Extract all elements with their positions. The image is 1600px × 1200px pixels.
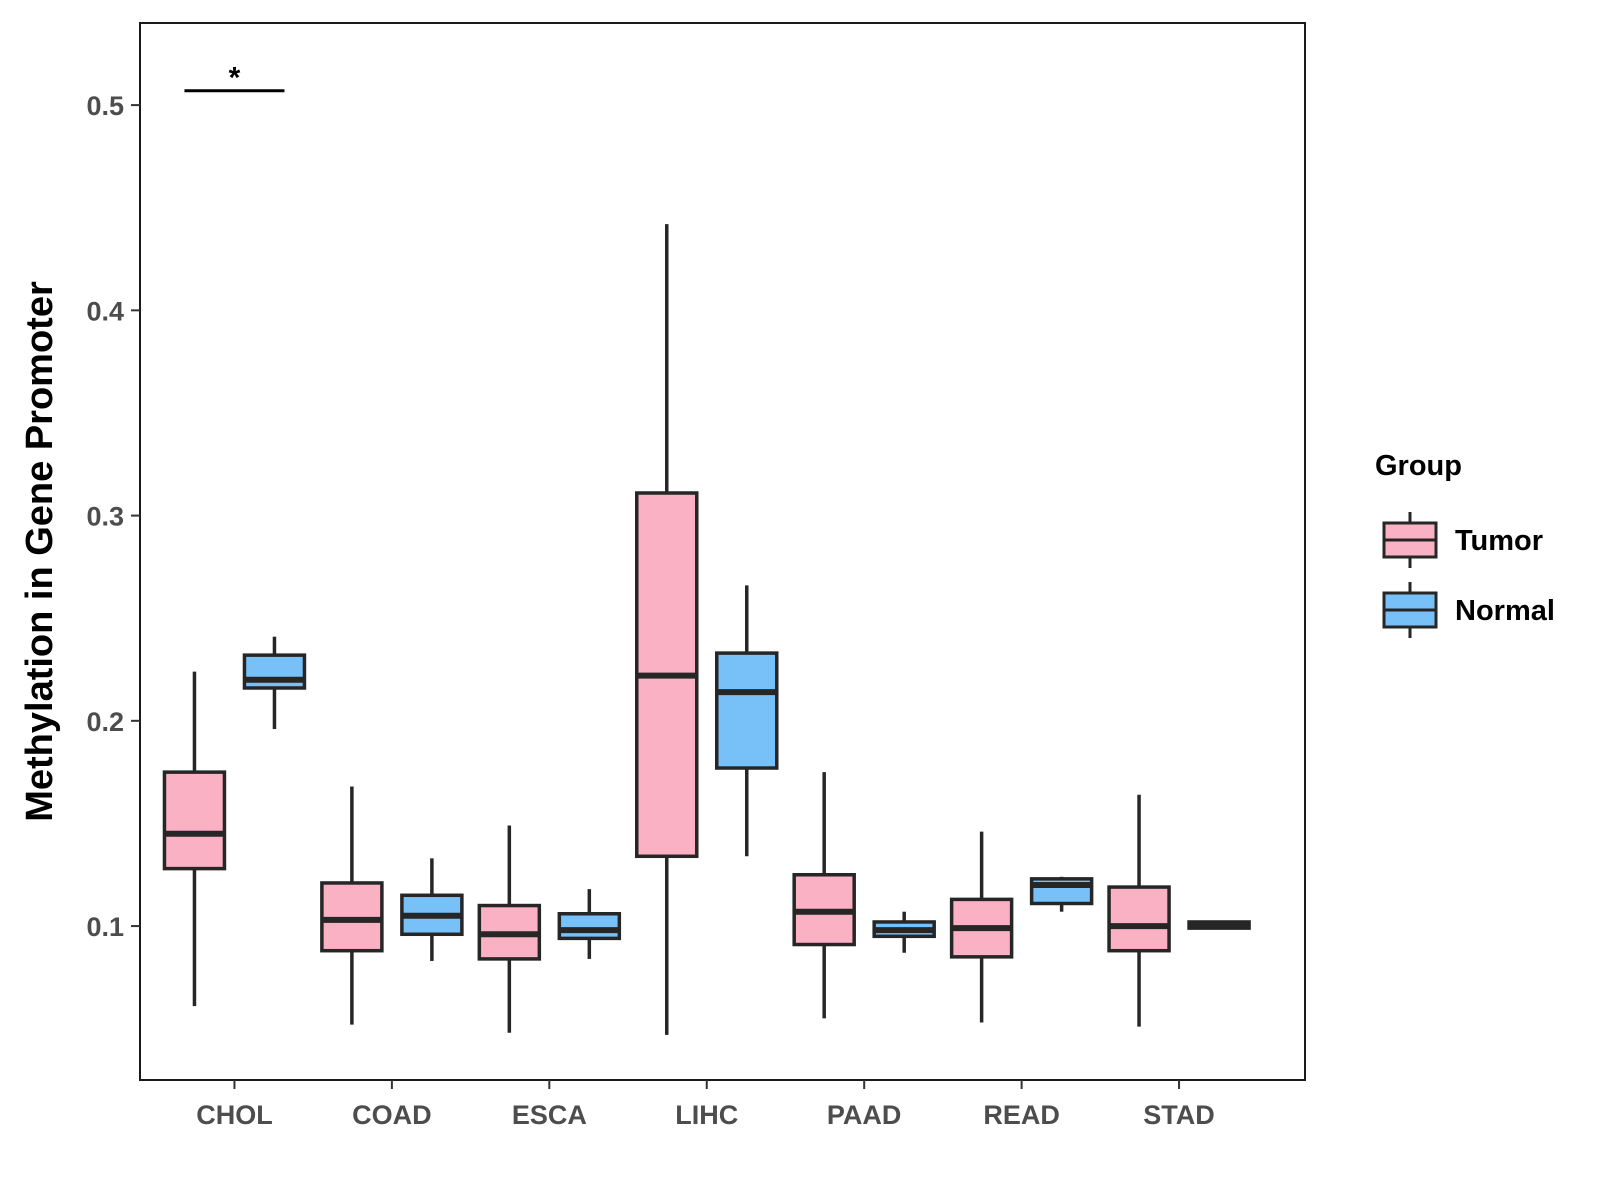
x-tick-label: STAD (1143, 1100, 1215, 1130)
y-tick-label: 0.2 (86, 707, 124, 737)
y-tick-label: 0.3 (86, 502, 124, 532)
legend-item-normal: Normal (1382, 582, 1555, 638)
box-body (1107, 885, 1171, 953)
box-body (162, 770, 227, 871)
box-tumor-esca (477, 825, 542, 1033)
x-tick-label: READ (983, 1100, 1060, 1130)
x-tick-label: LIHC (675, 1100, 738, 1130)
significance-star: * (229, 62, 241, 95)
box-normal-paad (872, 911, 936, 953)
y-tick-label: 0.1 (86, 912, 124, 942)
box-normal-lihc (715, 585, 779, 857)
box-normal-esca (557, 889, 622, 959)
y-axis: 0.1 0.2 0.3 0.4 0.5 (86, 91, 140, 942)
x-tick-label: PAAD (827, 1100, 902, 1130)
legend-label: Tumor (1455, 525, 1543, 557)
x-tick-label: COAD (352, 1100, 432, 1130)
box-tumor-coad (320, 786, 384, 1025)
box-normal-coad (400, 858, 464, 961)
box-normal-read (1029, 876, 1094, 912)
boxes-layer (162, 224, 1251, 1035)
box-normal-chol (242, 636, 307, 730)
box-tumor-lihc (635, 224, 699, 1035)
box-tumor-paad (792, 772, 856, 1019)
x-tick-label: ESCA (512, 1100, 587, 1130)
box-body (320, 881, 384, 953)
legend: Group Tumor Normal (1375, 450, 1555, 638)
y-axis-title: Methylation in Gene Promoter (19, 281, 61, 822)
box-tumor-chol (162, 671, 227, 1007)
x-axis: CHOL COAD ESCA LIHC PAAD READ STAD (196, 1080, 1215, 1130)
box-body (242, 653, 307, 690)
x-tick-label: CHOL (196, 1100, 273, 1130)
plot-panel-border (139, 22, 1306, 1081)
legend-title: Group (1375, 450, 1462, 482)
box-normal-stad (1187, 920, 1251, 930)
box-body (557, 912, 622, 941)
significance-annotation: * (184, 62, 285, 95)
legend-label: Normal (1455, 595, 1555, 627)
box-body (715, 651, 779, 770)
legend-item-tumor: Tumor (1382, 512, 1543, 568)
y-tick-label: 0.5 (86, 91, 124, 121)
box-tumor-read (949, 831, 1014, 1023)
y-tick-label: 0.4 (86, 296, 124, 326)
box-tumor-stad (1107, 794, 1171, 1027)
